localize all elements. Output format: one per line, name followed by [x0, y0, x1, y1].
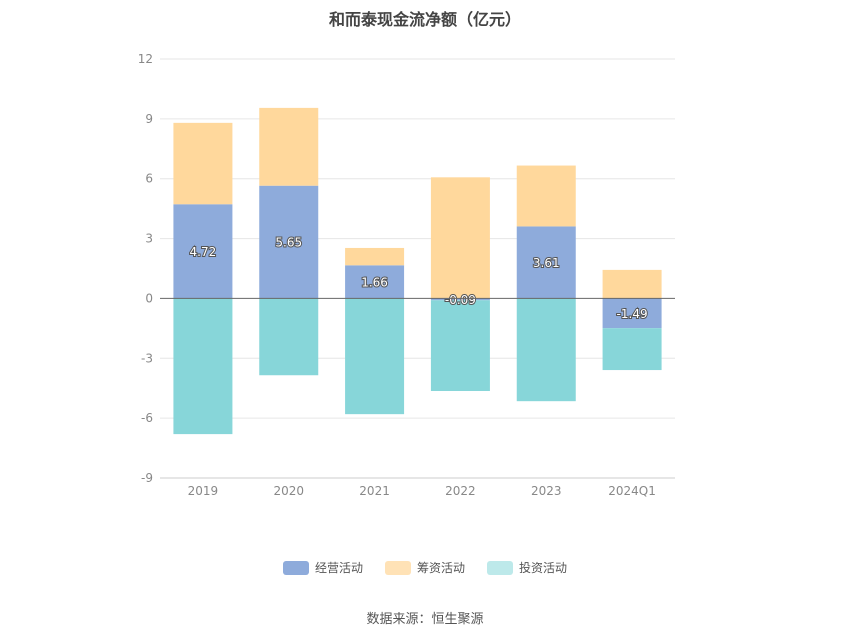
x-tick-label: 2019	[188, 484, 219, 498]
bar-operating[interactable]	[516, 226, 576, 299]
bar-investing[interactable]	[516, 298, 576, 402]
y-tick-label: 12	[138, 52, 153, 66]
legend-swatch-operating	[282, 560, 309, 575]
bar-financing[interactable]	[173, 122, 233, 205]
y-tick-label: 6	[145, 172, 153, 186]
legend-item-investing[interactable]: 投资活动	[487, 559, 567, 576]
bar-operating[interactable]	[430, 298, 490, 301]
data-label-group: 4.72 5.65 1.66 -0.09 3.61 -1.49	[189, 235, 649, 322]
y-tick-label: 3	[145, 232, 153, 246]
legend-label-investing: 投资活动	[519, 561, 568, 575]
x-tick-label: 2021	[359, 484, 390, 498]
bar-financing[interactable]	[345, 247, 405, 266]
y-tick-label: 0	[145, 291, 153, 305]
chart-title: 和而泰现金流净额（亿元）	[328, 10, 521, 29]
data-label: -0.09	[445, 293, 476, 307]
bar-investing[interactable]	[173, 298, 233, 435]
bar-financing[interactable]	[602, 269, 662, 299]
bar-investing[interactable]	[259, 298, 319, 376]
bar-financing[interactable]	[259, 107, 319, 186]
axes: 12 9 6 3 0 -3 -6 -9 2019 2020 2021 2022 2023 2024Q1	[138, 52, 675, 498]
x-tick-label: 2022	[445, 484, 476, 498]
legend-item-financing[interactable]: 筹资活动	[384, 559, 465, 576]
bar-financing[interactable]	[516, 165, 576, 227]
bar-group	[173, 107, 662, 435]
legend-swatch-investing	[487, 560, 513, 575]
source-note: 数据来源：恒生聚源	[366, 612, 484, 627]
bar-operating[interactable]	[345, 265, 405, 299]
bar-financing[interactable]	[430, 177, 490, 299]
y-tick-label: -6	[141, 411, 153, 425]
data-label: -1.49	[617, 307, 648, 321]
bar-investing[interactable]	[602, 328, 662, 371]
legend-swatch-financing	[384, 560, 411, 575]
legend-label-financing: 筹资活动	[416, 561, 465, 575]
y-tick-label: -3	[141, 351, 153, 365]
bar-operating[interactable]	[259, 185, 319, 299]
legend-label-operating: 经营活动	[314, 561, 363, 575]
bar-operating[interactable]	[602, 298, 662, 329]
bar-operating[interactable]	[173, 204, 233, 299]
x-tick-label: 2024Q1	[608, 484, 656, 498]
gridlines	[160, 58, 675, 479]
x-tick-label: 2023	[531, 484, 562, 498]
data-label: 5.65	[275, 236, 302, 250]
y-tick-label: -9	[141, 471, 153, 485]
data-label: 1.66	[361, 275, 388, 289]
bar-investing[interactable]	[345, 298, 405, 415]
data-label: 4.72	[190, 245, 217, 259]
legend: 经营活动 筹资活动 投资活动	[0, 559, 850, 576]
x-tick-label: 2020	[273, 484, 304, 498]
legend-item-operating[interactable]: 经营活动	[282, 559, 363, 576]
y-tick-label: 9	[145, 112, 153, 126]
data-label: 3.61	[533, 256, 560, 270]
bar-investing[interactable]	[430, 300, 490, 392]
